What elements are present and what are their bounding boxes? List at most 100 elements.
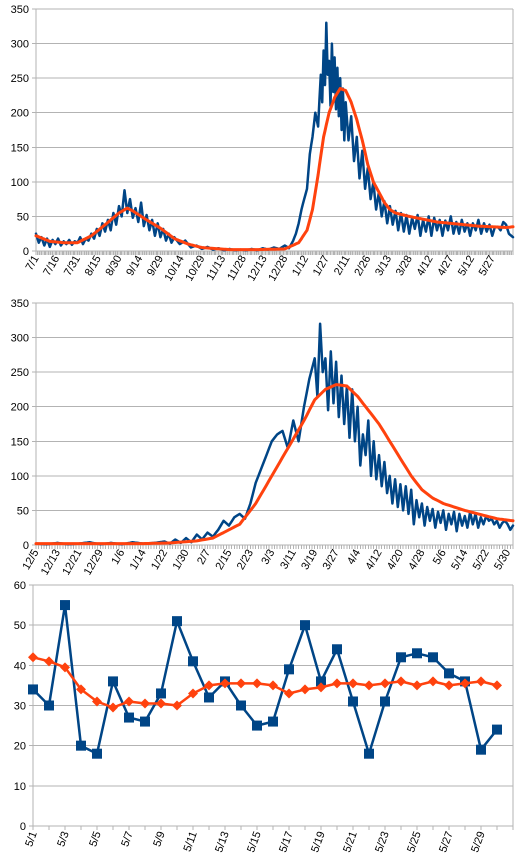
x-tick-label: 5/21 bbox=[341, 830, 360, 854]
x-tick-label: 5/1 bbox=[23, 830, 40, 848]
data-point-daily bbox=[284, 664, 294, 675]
data-point-average bbox=[284, 688, 294, 699]
x-tick-label: 2/7 bbox=[195, 548, 213, 567]
y-tick-label: 50 bbox=[17, 505, 29, 517]
data-point-daily bbox=[396, 652, 406, 663]
x-tick-label: 9/14 bbox=[124, 254, 145, 279]
data-point-average bbox=[444, 680, 454, 691]
x-tick-label: 11/13 bbox=[204, 254, 228, 283]
data-point-daily bbox=[92, 748, 102, 759]
x-tick-label: 4/27 bbox=[435, 254, 456, 279]
data-point-average bbox=[188, 688, 198, 699]
data-point-daily bbox=[428, 652, 438, 663]
data-point-average bbox=[316, 682, 326, 693]
x-tick-label: 2/11 bbox=[332, 254, 353, 278]
x-tick-label: 3/3 bbox=[259, 548, 277, 567]
x-tick-label: 5/11 bbox=[181, 830, 199, 853]
data-point-average bbox=[268, 680, 278, 691]
y-tick-label: 50 bbox=[14, 620, 26, 632]
y-tick-label: 150 bbox=[11, 142, 29, 154]
series-line-daily bbox=[34, 322, 515, 546]
y-tick-label: 300 bbox=[11, 333, 29, 345]
x-tick-label: 1/22 bbox=[149, 548, 170, 573]
data-point-daily bbox=[268, 716, 278, 727]
data-point-daily bbox=[108, 676, 118, 687]
x-tick-label: 5/23 bbox=[373, 830, 392, 854]
x-tick-label: 12/13 bbox=[246, 254, 270, 284]
y-tick-label: 40 bbox=[14, 660, 26, 672]
x-tick-label: 12/21 bbox=[60, 548, 84, 578]
data-point-daily bbox=[236, 700, 246, 711]
x-tick-label: 7/31 bbox=[62, 254, 83, 279]
data-point-daily bbox=[332, 644, 342, 655]
data-point-daily bbox=[492, 724, 502, 735]
data-point-daily bbox=[44, 700, 54, 711]
data-point-average bbox=[332, 678, 342, 689]
data-point-average bbox=[76, 684, 86, 695]
x-tick-label: 1/27 bbox=[311, 254, 332, 279]
x-tick-label: 5/22 bbox=[471, 548, 492, 573]
data-point-daily bbox=[204, 692, 214, 703]
y-tick-label: 0 bbox=[20, 821, 26, 833]
data-point-daily bbox=[444, 668, 454, 679]
y-tick-label: 0 bbox=[23, 246, 29, 258]
y-tick-label: 60 bbox=[14, 580, 26, 592]
x-tick-label: 1/6 bbox=[109, 548, 127, 567]
y-tick-label: 0 bbox=[23, 540, 29, 552]
data-point-daily bbox=[172, 616, 182, 627]
x-tick-label: 8/30 bbox=[103, 254, 124, 279]
data-point-average bbox=[300, 684, 310, 695]
data-point-daily bbox=[412, 648, 422, 659]
x-tick-label: 5/27 bbox=[477, 254, 498, 279]
x-tick-label: 4/28 bbox=[406, 548, 427, 573]
data-point-average bbox=[204, 680, 214, 691]
x-tick-label: 5/30 bbox=[492, 548, 513, 573]
y-tick-label: 10 bbox=[14, 781, 26, 793]
data-point-daily bbox=[316, 676, 326, 687]
x-tick-label: 10/29 bbox=[183, 254, 207, 284]
x-tick-label: 5/29 bbox=[469, 830, 488, 854]
y-tick-label: 200 bbox=[11, 108, 29, 120]
x-tick-label: 12/13 bbox=[39, 548, 63, 578]
x-tick-label: 3/11 bbox=[278, 548, 299, 572]
data-point-average bbox=[412, 680, 422, 691]
x-tick-label: 12/28 bbox=[266, 254, 290, 284]
data-point-daily bbox=[364, 748, 374, 759]
x-tick-label: 1/12 bbox=[290, 254, 311, 279]
series-line-average bbox=[34, 87, 515, 252]
x-tick-label: 4/20 bbox=[385, 548, 406, 573]
data-point-average bbox=[236, 678, 246, 689]
data-point-daily bbox=[300, 620, 310, 631]
x-tick-label: 2/15 bbox=[213, 548, 234, 573]
x-tick-label: 5/25 bbox=[405, 830, 424, 854]
series-line-average bbox=[34, 383, 515, 546]
x-tick-label: 5/12 bbox=[456, 254, 477, 279]
data-point-daily bbox=[476, 744, 486, 755]
x-tick-label: 8/15 bbox=[83, 254, 104, 279]
x-tick-label: 5/7 bbox=[119, 830, 136, 848]
series-line-average bbox=[31, 656, 499, 709]
y-tick-label: 100 bbox=[11, 177, 29, 189]
x-tick-label: 5/6 bbox=[431, 548, 449, 567]
chart-2-december-to-may-daily-with-average: 05010015020025030035012/512/1312/2112/29… bbox=[11, 298, 515, 578]
data-point-average bbox=[252, 678, 262, 689]
data-point-average bbox=[220, 678, 230, 689]
y-tick-label: 300 bbox=[11, 39, 29, 51]
chart-3-may-daily-with-average: 0 10 20 30 40 50 60 5/1 5/3 5/5 5/7 5/9 5/11 5/13 5/15… bbox=[14, 580, 514, 854]
data-point-average bbox=[364, 680, 374, 691]
y-tick-label: 250 bbox=[11, 73, 29, 85]
data-point-daily bbox=[60, 600, 70, 611]
x-tick-label: 12/29 bbox=[82, 548, 106, 578]
x-tick-label: 4/12 bbox=[364, 548, 385, 573]
y-tick-label: 250 bbox=[11, 367, 29, 379]
data-point-daily bbox=[156, 688, 166, 699]
x-tick-label: 3/27 bbox=[321, 548, 342, 573]
data-point-average bbox=[428, 676, 438, 687]
data-point-daily bbox=[348, 696, 358, 707]
data-point-average bbox=[172, 700, 182, 711]
x-tick-label: 3/19 bbox=[299, 548, 320, 573]
x-tick-label: 4/12 bbox=[415, 254, 436, 279]
data-point-average bbox=[476, 676, 486, 687]
data-point-average bbox=[28, 652, 38, 663]
